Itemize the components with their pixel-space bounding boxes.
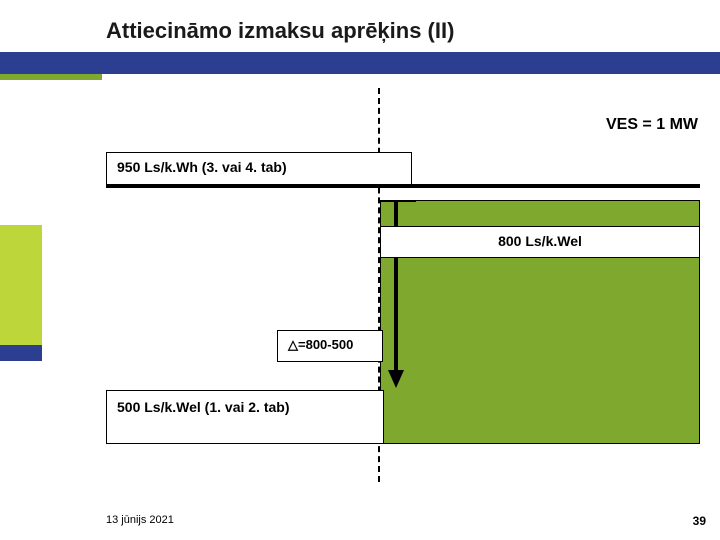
page-title: Attiecināmo izmaksu aprēķins (II) bbox=[106, 18, 454, 44]
box-950: 950 Ls/k.Wh (3. vai 4. tab) bbox=[106, 152, 412, 184]
header-accent bbox=[0, 74, 102, 80]
arrow-cap bbox=[380, 200, 416, 202]
slide: Attiecināmo izmaksu aprēķins (II) VES = … bbox=[0, 0, 720, 540]
box-500: 500 Ls/k.Wel (1. vai 2. tab) bbox=[106, 390, 384, 444]
box-800: 800 Ls/k.Wel bbox=[380, 226, 700, 258]
box-delta: △=800-500 bbox=[277, 330, 383, 362]
page-number: 39 bbox=[693, 514, 706, 528]
ves-label: VES = 1 MW bbox=[606, 116, 698, 134]
baseline bbox=[106, 184, 700, 188]
footer-date: 13 jūnijs 2021 bbox=[106, 514, 174, 526]
side-ruler-lime bbox=[0, 225, 42, 345]
header-bar bbox=[0, 52, 720, 74]
arrow-head-icon bbox=[388, 370, 404, 388]
side-ruler-blue bbox=[0, 345, 42, 361]
